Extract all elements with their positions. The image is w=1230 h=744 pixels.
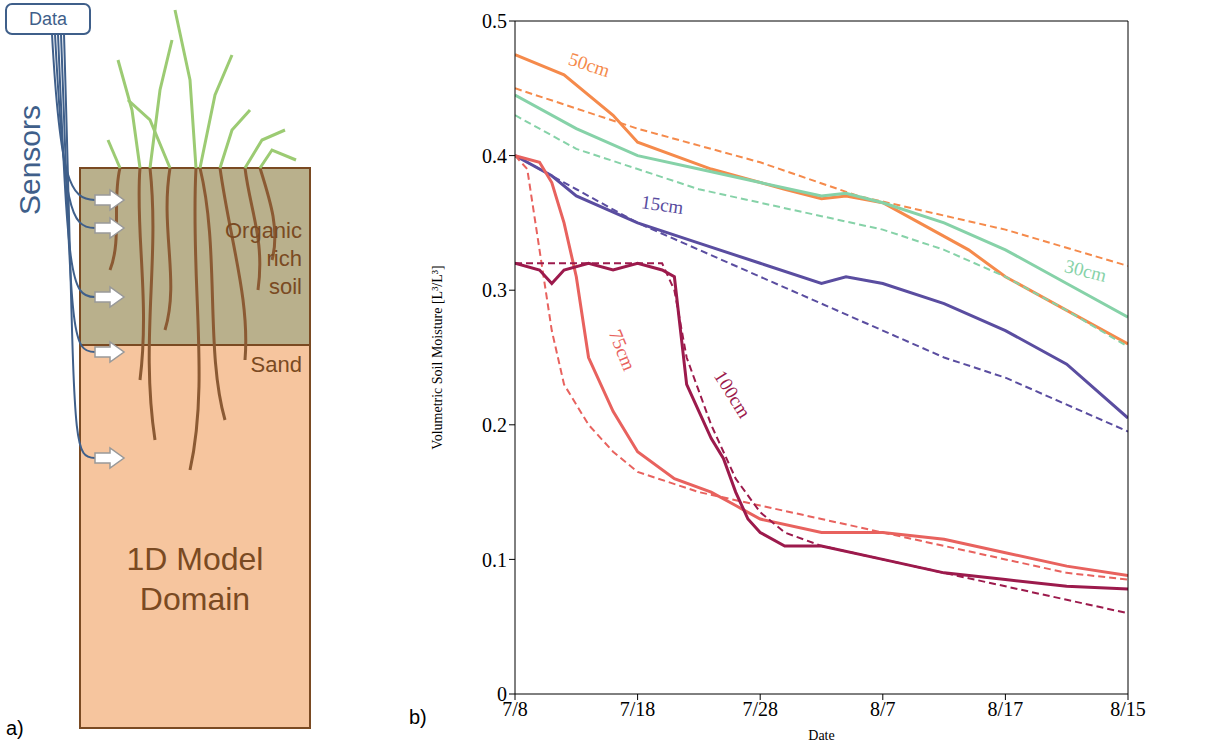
svg-text:50cm: 50cm — [566, 48, 613, 81]
svg-text:soil: soil — [269, 274, 302, 299]
svg-text:Volumetric Soil Moisture [L³/L: Volumetric Soil Moisture [L³/L³] — [430, 265, 445, 449]
svg-text:0: 0 — [497, 683, 507, 705]
html-text:b): b) — [409, 706, 427, 728]
svg-text:Domain: Domain — [140, 581, 250, 617]
svg-text:Sensors: Sensors — [13, 105, 46, 215]
svg-text:0.4: 0.4 — [482, 145, 507, 167]
svg-text:8/7: 8/7 — [870, 698, 896, 720]
svg-text:8/17: 8/17 — [988, 698, 1024, 720]
svg-text:30cm: 30cm — [1063, 255, 1109, 286]
svg-text:1D Model: 1D Model — [127, 541, 264, 577]
svg-text:75cm: 75cm — [605, 326, 640, 373]
svg-text:a): a) — [6, 717, 24, 739]
svg-text:15cm: 15cm — [640, 191, 685, 218]
svg-text:rich: rich — [267, 246, 302, 271]
svg-text:Sand: Sand — [251, 352, 302, 377]
svg-text:8/15: 8/15 — [1110, 698, 1146, 720]
svg-text:0.1: 0.1 — [482, 549, 507, 571]
svg-text:Organic: Organic — [225, 218, 302, 243]
svg-text:100cm: 100cm — [710, 367, 755, 422]
svg-text:0.3: 0.3 — [482, 279, 507, 301]
svg-text:7/28: 7/28 — [742, 698, 778, 720]
svg-text:0.5: 0.5 — [482, 10, 507, 32]
svg-text:0.2: 0.2 — [482, 414, 507, 436]
svg-text:7/18: 7/18 — [620, 698, 656, 720]
svg-text:Date: Date — [808, 728, 834, 743]
svg-text:7/8: 7/8 — [502, 698, 528, 721]
svg-text:Data: Data — [29, 9, 68, 29]
